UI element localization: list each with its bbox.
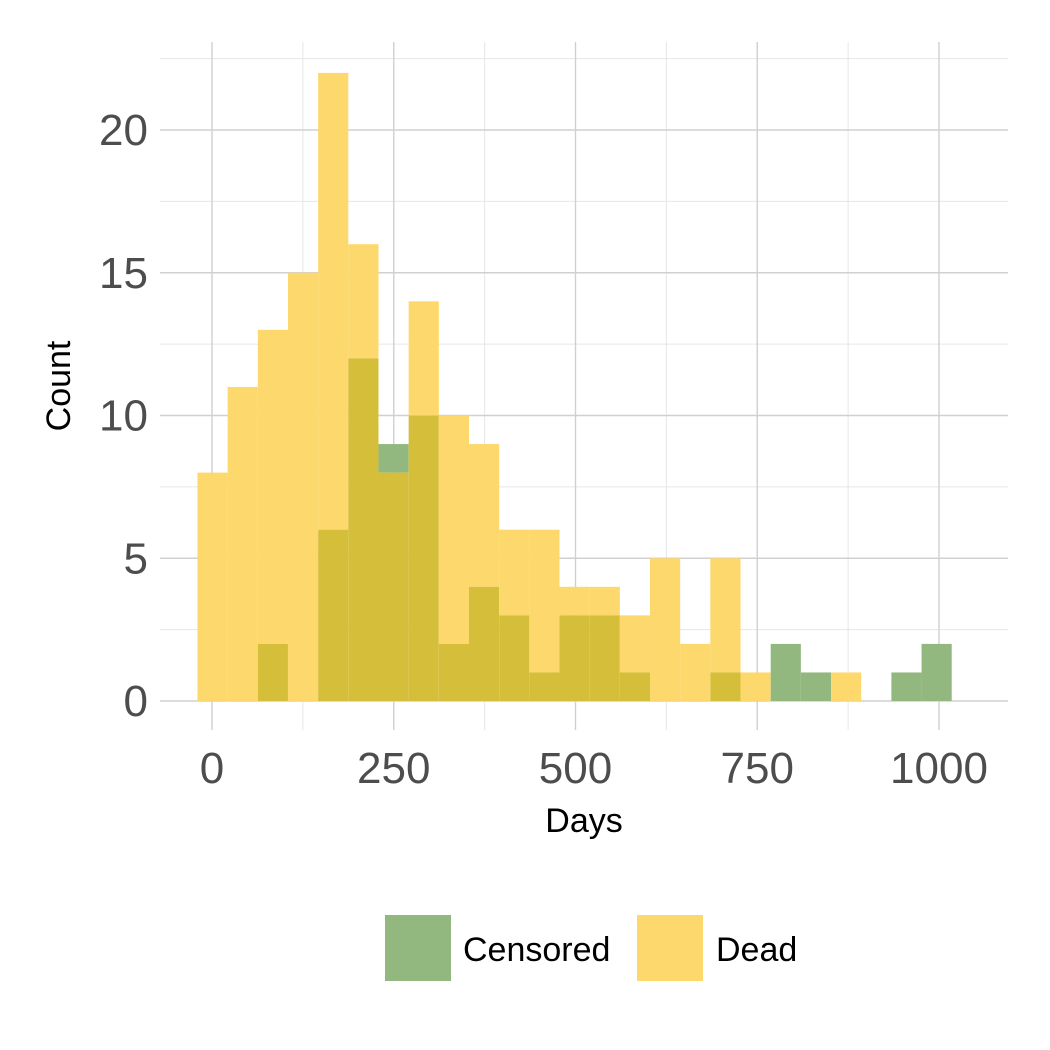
bar-censored — [800, 672, 832, 701]
bar-overlap — [529, 672, 560, 701]
y-tick-label: 20 — [99, 106, 148, 155]
bar-dead — [589, 586, 620, 616]
bar-dead — [740, 672, 771, 701]
bar-overlap — [499, 615, 530, 701]
y-tick-label: 10 — [99, 392, 148, 441]
x-tick-labels: 0 250 500 750 1000 — [200, 744, 988, 793]
x-tick-label: 500 — [539, 744, 612, 793]
bar-dead — [710, 558, 741, 673]
y-axis-title: Count — [40, 340, 78, 431]
bar-censored — [921, 643, 952, 701]
legend-key — [637, 915, 703, 981]
bar-overlap — [468, 586, 500, 701]
bar-dead — [499, 529, 530, 616]
bar-dead — [318, 72, 349, 530]
bar-censored — [770, 643, 801, 701]
bar-dead — [831, 672, 862, 701]
bar-dead — [680, 643, 711, 701]
legend: Censored Dead — [385, 915, 797, 981]
legend-label: Censored — [463, 931, 610, 969]
bar-dead — [529, 529, 560, 673]
bar-overlap — [257, 643, 288, 701]
x-axis-title: Days — [545, 802, 622, 840]
bar-dead — [257, 329, 288, 644]
bar-overlap — [589, 615, 620, 701]
bar-overlap — [348, 358, 379, 701]
y-tick-label: 5 — [124, 534, 148, 583]
bar-dead — [650, 558, 681, 701]
bar-censored — [378, 444, 409, 473]
x-tick-label: 750 — [721, 744, 794, 793]
legend-item: Censored — [385, 915, 610, 981]
bar-dead — [438, 415, 469, 644]
x-tick-label: 0 — [200, 744, 224, 793]
legend-key — [385, 915, 451, 981]
bar-overlap — [438, 643, 469, 701]
histogram-bars — [197, 72, 952, 701]
y-tick-labels: 0 5 10 15 20 — [99, 106, 148, 726]
x-tick-label: 250 — [357, 744, 430, 793]
bar-overlap — [619, 672, 651, 701]
bar-dead — [619, 615, 651, 673]
bar-dead — [227, 386, 258, 701]
bar-dead — [408, 301, 439, 416]
bar-overlap — [559, 615, 590, 701]
y-tick-label: 15 — [99, 249, 148, 298]
bar-overlap — [378, 472, 409, 701]
bar-dead — [468, 444, 500, 587]
bar-overlap — [318, 529, 349, 701]
bar-dead — [197, 472, 228, 701]
bar-overlap — [408, 415, 439, 701]
y-tick-label: 0 — [124, 677, 148, 726]
bar-censored — [891, 672, 922, 701]
bar-dead — [559, 586, 590, 616]
legend-item: Dead — [637, 915, 797, 981]
legend-label: Dead — [716, 931, 797, 969]
bar-overlap — [710, 672, 741, 701]
bar-dead — [348, 244, 379, 359]
x-tick-label: 1000 — [890, 744, 988, 793]
bar-dead — [287, 272, 319, 701]
